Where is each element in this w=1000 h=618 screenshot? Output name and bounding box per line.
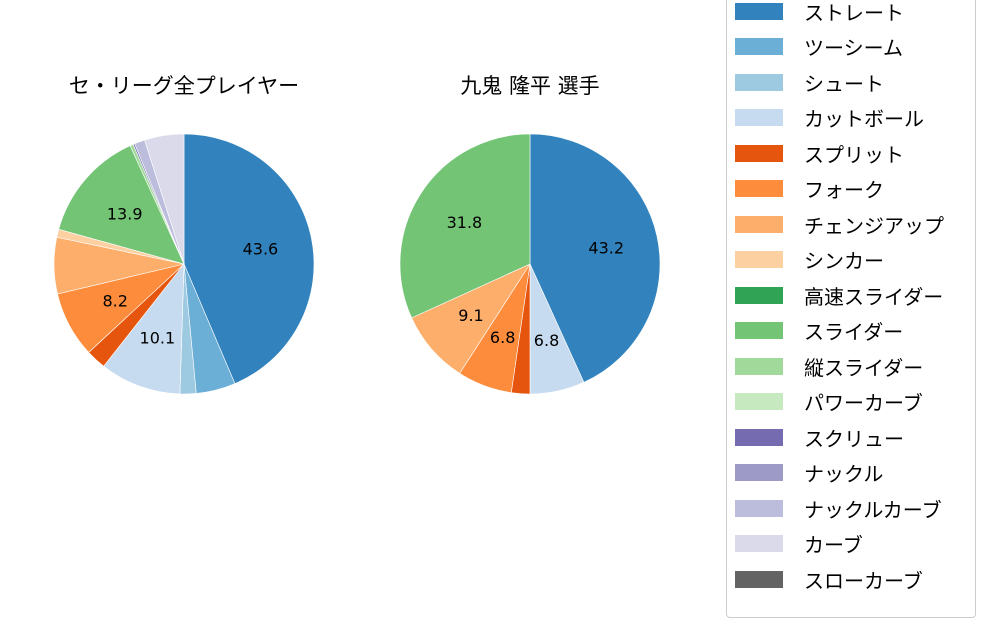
- legend-label: ナックル: [804, 462, 884, 486]
- slice-value-label: 8.2: [102, 292, 127, 311]
- legend-swatch: [735, 251, 783, 268]
- slice-value-label: 43.6: [243, 239, 279, 258]
- legend-item: 高速スライダー: [735, 283, 944, 309]
- legend-item: 縦スライダー: [735, 354, 924, 380]
- legend-item: ツーシーム: [735, 35, 903, 60]
- slice-value-label: 9.1: [458, 306, 483, 325]
- legend-item: シュート: [735, 70, 884, 96]
- legend-item: ナックル: [735, 461, 884, 486]
- legend-swatch: [735, 499, 783, 517]
- legend-swatch: [735, 38, 783, 55]
- legend: ストレートツーシームシュートカットボール スプリットフォークチェンジアップ シンカー…: [726, 0, 976, 618]
- slice-value-label: 43.2: [588, 238, 624, 257]
- legend-label: スローカーブ: [804, 568, 923, 593]
- legend-swatch: [735, 322, 783, 339]
- legend-label: フォーク: [804, 178, 884, 202]
- legend-swatch: [735, 428, 783, 446]
- legend-swatch: [735, 570, 783, 588]
- legend-label: スライダー: [804, 320, 904, 344]
- legend-swatch: [735, 535, 783, 552]
- legend-label: ツーシーム: [804, 36, 903, 60]
- legend-label: スクリュー: [804, 426, 904, 451]
- left-pie-chart: 43.6 10.1 8.2 13.9: [53, 133, 315, 395]
- slice-value-label: 6.8: [534, 331, 559, 350]
- legend-item: カーブ: [735, 532, 863, 557]
- pie-slice: [103, 263, 185, 395]
- legend-item: チェンジアップ: [735, 212, 944, 238]
- legend-label: パワーカーブ: [804, 391, 923, 415]
- legend-swatch: [735, 73, 783, 91]
- legend-item: スプリット: [735, 141, 904, 167]
- legend-label: スプリット: [804, 142, 904, 167]
- legend-swatch: [735, 215, 783, 233]
- legend-label: シンカー: [804, 249, 884, 273]
- legend-item: ストレート: [735, 0, 904, 25]
- legend-swatch: [735, 393, 783, 410]
- slice-value-label: 10.1: [140, 328, 176, 347]
- pie-slice: [144, 133, 185, 265]
- legend-swatch: [735, 286, 783, 304]
- legend-swatch: [735, 357, 783, 375]
- legend-swatch: [735, 2, 783, 20]
- pie-slice: [529, 133, 661, 383]
- pie-slice: [399, 133, 531, 319]
- legend-label: ナックルカーブ: [804, 497, 942, 522]
- legend-item: パワーカーブ: [735, 390, 923, 415]
- legend-label: チェンジアップ: [804, 213, 944, 238]
- legend-item: ナックルカーブ: [735, 496, 942, 522]
- legend-label: 縦スライダー: [804, 355, 924, 380]
- legend-item: シンカー: [735, 248, 884, 273]
- left-chart-title: セ・リーグ全プレイヤー: [68, 74, 300, 98]
- legend-swatch: [735, 464, 783, 481]
- legend-item: スライダー: [735, 319, 904, 344]
- right-pie-chart: 43.2 6.8 6.8 9.1 31.8: [399, 133, 661, 395]
- slice-value-label: 13.9: [107, 204, 143, 223]
- legend-label: ストレート: [804, 0, 904, 25]
- pie-slice: [58, 145, 185, 265]
- legend-swatch: [735, 180, 783, 197]
- legend-label: シュート: [804, 71, 884, 96]
- legend-label: カーブ: [804, 533, 863, 557]
- legend-swatch: [735, 144, 783, 162]
- legend-label: カットボール: [804, 107, 924, 131]
- pie-charts: 43.6 10.1 8.2 13.9 43.2 6.8 6.8 9.1 31.8: [53, 133, 661, 395]
- legend-swatch: [735, 109, 783, 126]
- pie-slice: [183, 133, 315, 385]
- legend-item: スローカーブ: [735, 567, 923, 593]
- legend-item: カットボール: [735, 106, 924, 131]
- legend-item: スクリュー: [735, 425, 904, 451]
- slice-value-label: 6.8: [490, 328, 515, 347]
- legend-item: フォーク: [735, 177, 884, 202]
- slice-value-label: 31.8: [447, 213, 483, 232]
- right-chart-title: 九鬼 隆平 選手: [460, 74, 600, 98]
- legend-label: 高速スライダー: [804, 284, 944, 309]
